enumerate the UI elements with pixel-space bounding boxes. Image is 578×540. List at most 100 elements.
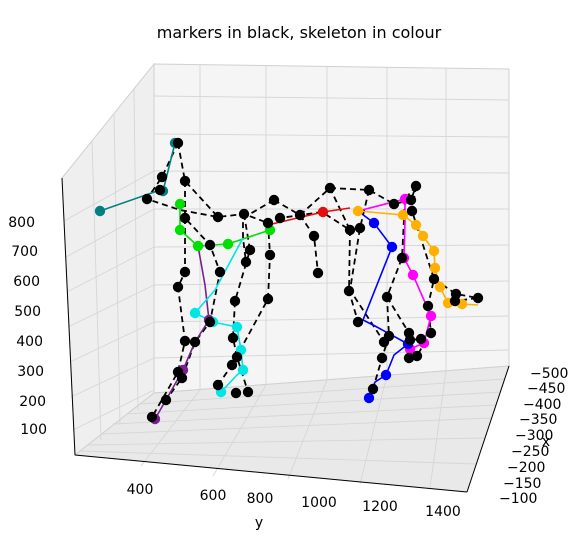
marker-point bbox=[352, 316, 364, 328]
marker-point bbox=[244, 244, 256, 256]
y-axis-label: y bbox=[255, 515, 263, 531]
marker-point bbox=[262, 217, 274, 229]
x-tick-label: −300 bbox=[515, 428, 553, 444]
marker-point bbox=[160, 394, 172, 406]
marker-point bbox=[156, 171, 168, 183]
marker-point bbox=[172, 137, 184, 149]
skeleton-joint-point bbox=[368, 217, 380, 229]
x-tick-label: −100 bbox=[499, 491, 537, 507]
skeleton-joint-point bbox=[428, 245, 440, 257]
grid-line bbox=[429, 370, 447, 489]
grid-line bbox=[153, 170, 510, 174]
marker-point bbox=[354, 222, 366, 234]
marker-point bbox=[411, 350, 423, 362]
x-tick-label: −250 bbox=[511, 444, 549, 460]
marker-point bbox=[274, 212, 286, 224]
skeleton-joint-point bbox=[380, 369, 392, 381]
marker-point bbox=[204, 239, 216, 251]
grid-line bbox=[67, 284, 155, 328]
grid-line bbox=[70, 357, 155, 398]
grid-line bbox=[100, 417, 492, 435]
marker-point bbox=[231, 351, 243, 363]
marker-point bbox=[189, 336, 201, 348]
x-tick-label: −400 bbox=[523, 397, 561, 413]
marker-point bbox=[264, 249, 276, 261]
marker-point bbox=[472, 292, 484, 304]
marker-point bbox=[449, 295, 461, 307]
marker-point bbox=[376, 352, 388, 364]
marker-point bbox=[396, 252, 408, 264]
z-tick-label: 700 bbox=[11, 244, 38, 260]
marker-link-line bbox=[349, 189, 385, 343]
skeleton-joint-point bbox=[174, 198, 186, 210]
skeleton-joint-point bbox=[425, 310, 437, 322]
skeleton-joint-point bbox=[434, 281, 446, 293]
grid-line bbox=[153, 349, 510, 359]
marker-point bbox=[425, 327, 437, 339]
marker-point bbox=[179, 212, 191, 224]
marker-point bbox=[226, 359, 238, 371]
z-tick-label: 400 bbox=[16, 334, 43, 350]
back-pane bbox=[153, 63, 510, 394]
marker-point bbox=[324, 182, 336, 194]
marker-point bbox=[141, 193, 153, 205]
skeleton-joint-point bbox=[386, 241, 398, 253]
marker-point bbox=[422, 300, 434, 312]
marker-point bbox=[146, 411, 158, 423]
marker-link-line bbox=[242, 199, 275, 263]
chart-title: markers in black, skeleton in colour bbox=[157, 23, 442, 42]
marker-point bbox=[363, 184, 375, 196]
skeleton-joint-point bbox=[363, 392, 375, 404]
grid-line bbox=[66, 246, 155, 293]
grid-line bbox=[63, 170, 155, 222]
skeleton-joint-point bbox=[429, 262, 441, 274]
skeleton-joint-point bbox=[352, 205, 364, 217]
grid-line bbox=[79, 450, 477, 465]
marker-point bbox=[294, 209, 306, 221]
grid-line bbox=[112, 404, 497, 425]
axes-panes bbox=[61, 62, 510, 493]
y-tick-label: 600 bbox=[200, 488, 227, 504]
marker-point bbox=[428, 273, 440, 285]
marker-points bbox=[94, 137, 484, 425]
x-tick-label: −500 bbox=[530, 366, 568, 382]
marker-point bbox=[406, 205, 418, 217]
marker-point bbox=[204, 316, 216, 328]
grid-line bbox=[153, 133, 510, 138]
marker-point bbox=[227, 332, 239, 344]
marker-point bbox=[242, 386, 254, 398]
marker-point bbox=[262, 293, 274, 305]
skeleton-joint-point bbox=[192, 240, 204, 252]
marker-point bbox=[383, 330, 395, 342]
grid-line bbox=[212, 384, 267, 477]
grid-line bbox=[287, 379, 328, 480]
grid-line bbox=[91, 140, 102, 441]
x-tick-label: −450 bbox=[527, 381, 565, 397]
grid-line bbox=[153, 280, 510, 286]
grid-line bbox=[69, 321, 155, 363]
x-tick-label: −150 bbox=[503, 476, 541, 492]
marker-link-line bbox=[217, 222, 271, 386]
marker-point bbox=[367, 383, 379, 395]
marker-point bbox=[179, 335, 191, 347]
skeleton-joint-point bbox=[410, 219, 422, 231]
grid-line bbox=[87, 437, 486, 446]
marker-link-line bbox=[177, 142, 219, 218]
x-axis-label: x bbox=[542, 434, 550, 450]
marker-point bbox=[343, 285, 355, 297]
marker-point bbox=[230, 387, 242, 399]
y-tick-label: 1400 bbox=[425, 504, 461, 520]
marker-point bbox=[154, 184, 166, 196]
z-tick-label: 200 bbox=[19, 394, 46, 410]
marker-point bbox=[172, 366, 184, 378]
skeleton-joint-point bbox=[417, 230, 429, 242]
x-tick-label: −350 bbox=[519, 412, 557, 428]
y-tick-label: 1000 bbox=[301, 495, 337, 511]
marker-point bbox=[172, 281, 184, 293]
grid-lines bbox=[63, 65, 510, 489]
y-tick-label: 1200 bbox=[362, 499, 398, 515]
skeleton-joint-point bbox=[237, 364, 249, 376]
axis-lines bbox=[61, 177, 510, 493]
skeleton-joint-point bbox=[222, 238, 234, 250]
